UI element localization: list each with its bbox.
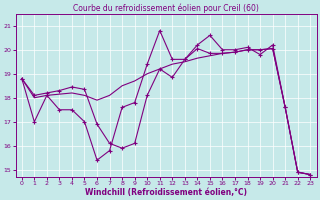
Title: Courbe du refroidissement éolien pour Creil (60): Courbe du refroidissement éolien pour Cr… xyxy=(73,3,259,13)
X-axis label: Windchill (Refroidissement éolien,°C): Windchill (Refroidissement éolien,°C) xyxy=(85,188,247,197)
